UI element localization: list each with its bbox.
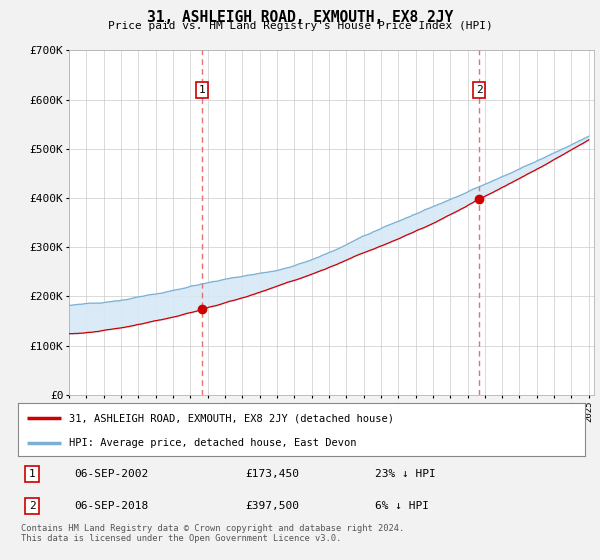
Text: 31, ASHLEIGH ROAD, EXMOUTH, EX8 2JY: 31, ASHLEIGH ROAD, EXMOUTH, EX8 2JY (147, 10, 453, 25)
Text: 23% ↓ HPI: 23% ↓ HPI (375, 469, 436, 479)
Text: 06-SEP-2018: 06-SEP-2018 (75, 501, 149, 511)
Text: Price paid vs. HM Land Registry's House Price Index (HPI): Price paid vs. HM Land Registry's House … (107, 21, 493, 31)
Text: Contains HM Land Registry data © Crown copyright and database right 2024.
This d: Contains HM Land Registry data © Crown c… (21, 524, 404, 543)
Text: £397,500: £397,500 (245, 501, 299, 511)
Text: 1: 1 (29, 469, 35, 479)
Text: 06-SEP-2002: 06-SEP-2002 (75, 469, 149, 479)
Text: 1: 1 (199, 85, 205, 95)
Text: 6% ↓ HPI: 6% ↓ HPI (375, 501, 429, 511)
Text: 2: 2 (476, 85, 482, 95)
Text: 31, ASHLEIGH ROAD, EXMOUTH, EX8 2JY (detached house): 31, ASHLEIGH ROAD, EXMOUTH, EX8 2JY (det… (69, 413, 394, 423)
Text: £173,450: £173,450 (245, 469, 299, 479)
Text: HPI: Average price, detached house, East Devon: HPI: Average price, detached house, East… (69, 438, 356, 448)
Text: 2: 2 (29, 501, 35, 511)
